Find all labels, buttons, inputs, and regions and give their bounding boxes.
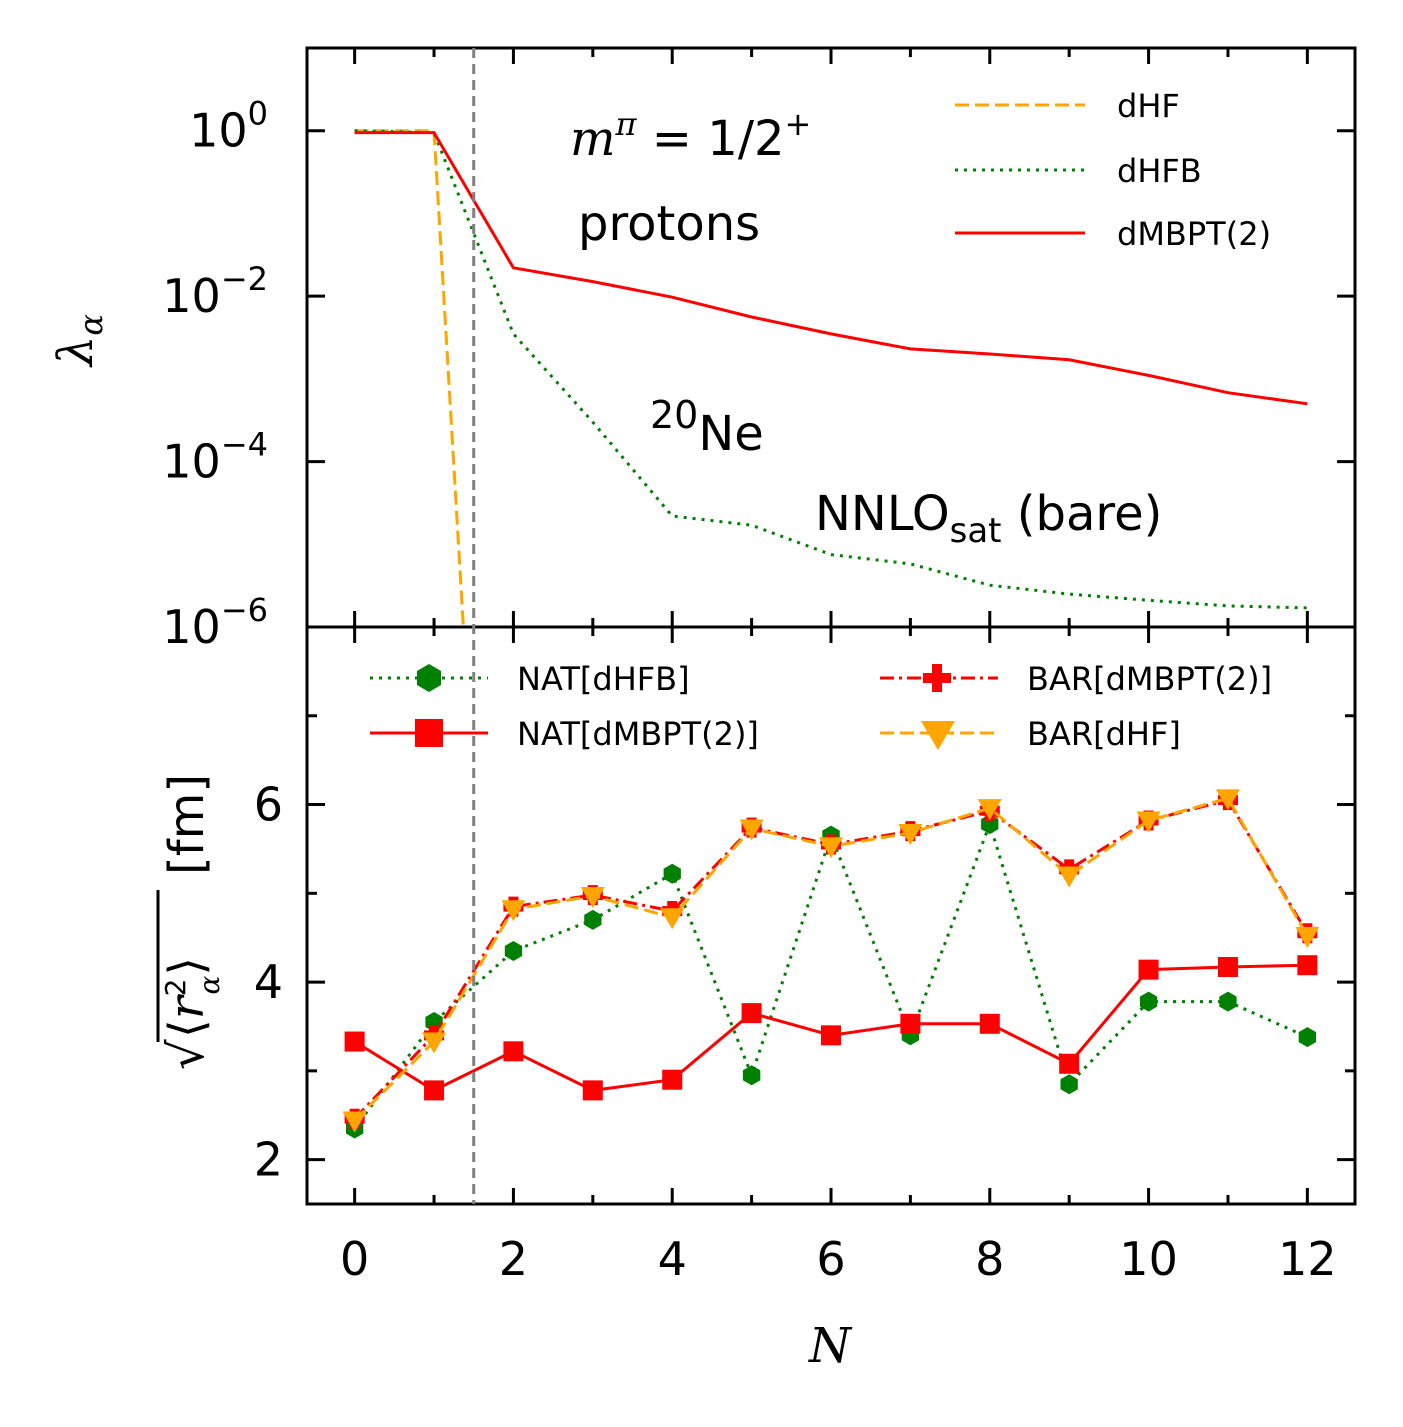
series-line-nat-dhfb xyxy=(353,819,1309,1130)
legend-label-dMBPT2: dMBPT(2) xyxy=(1117,215,1271,253)
x-axis-label: N xyxy=(808,1318,853,1374)
point-bar-dhf-6 xyxy=(819,837,843,859)
point-nat-dmbpt-2-1 xyxy=(424,1080,445,1101)
x-tick-label: 2 xyxy=(499,1232,528,1286)
bottom-y-tick-label: 2 xyxy=(254,1133,283,1187)
legend-label-nat-dhfb: NAT[dHFB] xyxy=(517,660,690,698)
x-tick-label: 8 xyxy=(975,1232,1004,1286)
sqrt-symbol: √ xyxy=(159,1039,215,1070)
r2-expression: ⟨r2α⟩ xyxy=(159,957,226,1038)
legend-label-dHFB: dHFB xyxy=(1117,152,1202,190)
point-nat-dmbpt-2-4 xyxy=(662,1069,683,1090)
point-nat-dmbpt-2-2 xyxy=(503,1041,524,1062)
top-legend: dHF dHFB dMBPT(2) xyxy=(955,87,1271,253)
top-y-tick-label: 10−4 xyxy=(162,426,268,489)
bottom-panel: 0 2 4 6 8 10 12 2 4 6 √ ⟨r2α⟩ [fm] N NAT[dHFB] NA… xyxy=(156,625,1357,1374)
x-tick-label: 12 xyxy=(1278,1232,1337,1286)
point-nat-dmbpt-2-10 xyxy=(1138,959,1159,980)
point-nat-dmbpt-2-0 xyxy=(344,1031,365,1052)
point-bar-dhf-2 xyxy=(501,900,526,922)
top-y-axis-label: λα xyxy=(48,314,110,368)
point-bar-dhf-10 xyxy=(1136,811,1161,833)
point-nat-dhfb-11 xyxy=(1219,991,1237,1012)
point-bar-dhf-4 xyxy=(660,908,685,930)
point-nat-dmbpt-2-7 xyxy=(900,1013,921,1034)
legend-marker-nat-dmbpt2 xyxy=(415,719,443,747)
point-nat-dhfb-12 xyxy=(1298,1027,1316,1048)
unit-label: [fm] xyxy=(159,774,215,875)
legend-label-bar-dhf: BAR[dHF] xyxy=(1027,715,1181,753)
top-series-dmbpt2 xyxy=(354,131,1308,406)
point-bar-dhf-12 xyxy=(1295,926,1320,948)
x-tick-label: 0 xyxy=(340,1232,369,1286)
top-series-dhfb xyxy=(354,129,1308,610)
x-tick-label: 6 xyxy=(816,1232,845,1286)
point-nat-dmbpt-2-11 xyxy=(1217,956,1238,977)
top-series-layer xyxy=(354,129,1308,628)
point-nat-dhfb-3 xyxy=(584,909,602,930)
point-nat-dmbpt-2-9 xyxy=(1059,1053,1080,1074)
bottom-y-tick-label: 6 xyxy=(254,778,283,832)
top-y-tick-label: 10−2 xyxy=(162,260,268,323)
nucleus-annotation: 20Ne xyxy=(650,393,764,462)
point-nat-dhfb-5 xyxy=(742,1065,761,1086)
legend-label-dHF: dHF xyxy=(1117,87,1180,125)
legend-marker-bar-dmbpt2 xyxy=(923,664,951,692)
legend-marker-nat-dhfb xyxy=(417,664,441,692)
bottom-y-tick-label: 4 xyxy=(254,955,283,1009)
bottom-ticks-layer: 0 2 4 6 8 10 12 2 4 6 xyxy=(254,627,1355,1286)
point-nat-dmbpt-2-3 xyxy=(582,1080,603,1101)
bottom-axes-frame xyxy=(305,625,1357,1206)
point-nat-dhfb-4 xyxy=(663,863,681,884)
point-nat-dmbpt-2-8 xyxy=(979,1013,1000,1034)
point-bar-dhf-3 xyxy=(580,886,605,908)
particle-annotation: protons xyxy=(578,196,760,252)
bottom-y-axis-label: √ ⟨r2α⟩ [fm] xyxy=(156,774,226,1070)
top-y-tick-label: 100 xyxy=(189,95,268,158)
point-bar-dhf-5 xyxy=(739,819,764,841)
x-tick-label: 10 xyxy=(1119,1232,1178,1286)
point-bar-dhf-8 xyxy=(977,799,1002,821)
quantum-numbers-annotation: mπ = 1/2+ xyxy=(570,105,811,167)
x-tick-label: 4 xyxy=(658,1232,687,1286)
point-nat-dmbpt-2-12 xyxy=(1297,955,1318,976)
point-bar-dhf-9 xyxy=(1057,866,1082,888)
point-nat-dmbpt-2-5 xyxy=(741,1003,762,1024)
point-bar-dhf-11 xyxy=(1215,789,1240,811)
top-y-tick-label: 10−6 xyxy=(162,591,268,654)
top-panel: 100 10−2 10−4 10−6 λα mπ = 1/2+ protons 20N… xyxy=(48,46,1357,654)
legend-label-bar-dmbpt2: BAR[dMBPT(2)] xyxy=(1027,660,1272,698)
point-bar-dhf-7 xyxy=(898,823,923,845)
legend-label-nat-dmbpt2: NAT[dMBPT(2)] xyxy=(517,715,759,753)
interaction-annotation: NNLOsat (bare) xyxy=(815,486,1162,551)
bottom-legend: NAT[dHFB] NAT[dMBPT(2)] BAR[dMBPT(2)] BA… xyxy=(370,660,1272,753)
legend-marker-bar-dhf xyxy=(921,721,955,750)
top-series-dhf xyxy=(354,129,465,628)
point-nat-dhfb-9 xyxy=(1060,1074,1078,1095)
point-bar-dhf-0 xyxy=(342,1111,367,1133)
point-nat-dhfb-2 xyxy=(504,941,523,961)
bottom-series-layer xyxy=(342,789,1320,1139)
point-nat-dhfb-10 xyxy=(1139,991,1158,1012)
point-bar-dhf-1 xyxy=(422,1032,447,1054)
point-nat-dmbpt-2-6 xyxy=(821,1025,841,1046)
